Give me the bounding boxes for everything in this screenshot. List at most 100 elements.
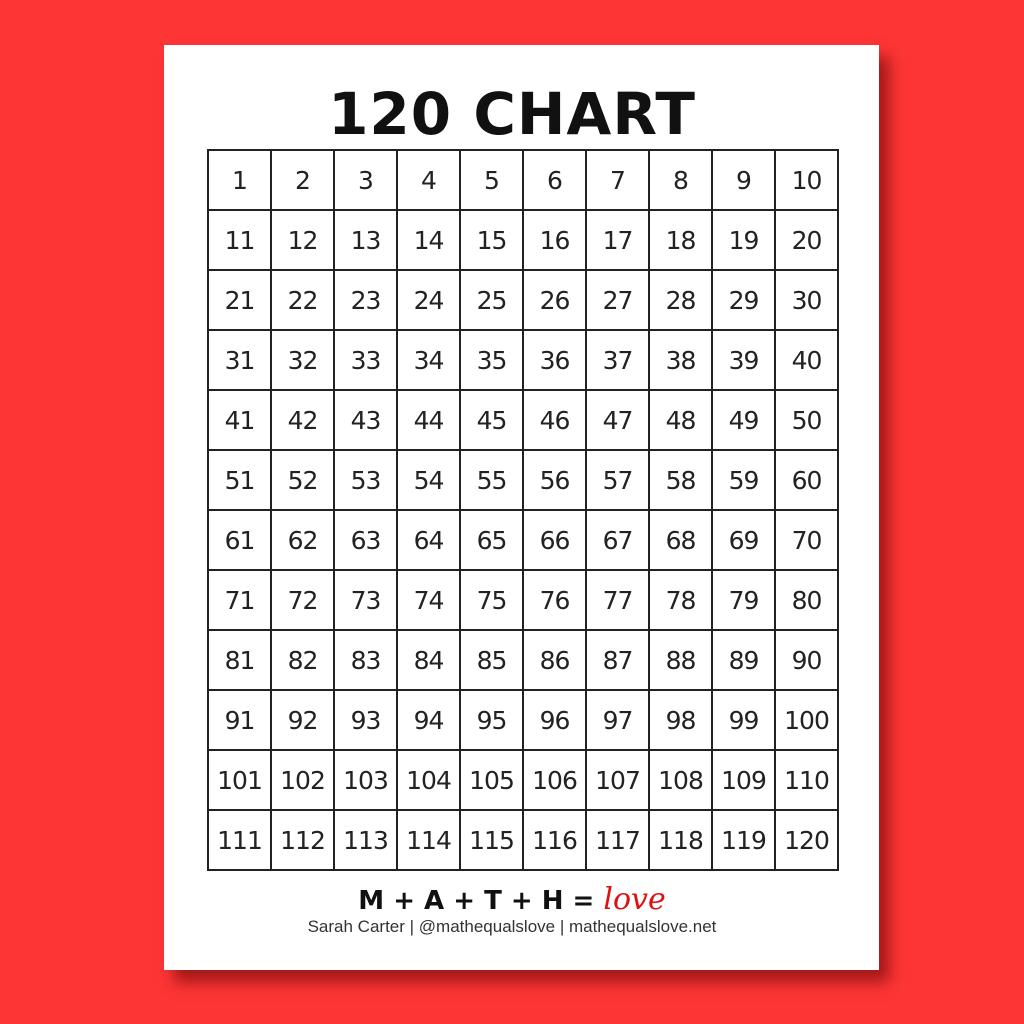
grid-cell: 68 [648, 509, 713, 571]
logo-love: love [603, 882, 666, 917]
grid-cell: 45 [459, 389, 524, 451]
grid-cell: 79 [711, 569, 776, 631]
grid-cell: 34 [396, 329, 461, 391]
grid-cell: 66 [522, 509, 587, 571]
grid-cell: 21 [207, 269, 272, 331]
grid-cell: 94 [396, 689, 461, 751]
grid-cell: 27 [585, 269, 650, 331]
grid-cell: 55 [459, 449, 524, 511]
grid-cell: 41 [207, 389, 272, 451]
grid-cell: 72 [270, 569, 335, 631]
grid-row: 11 12 13 14 15 16 17 18 19 20 [207, 209, 839, 271]
grid-cell: 118 [648, 809, 713, 871]
grid-cell: 24 [396, 269, 461, 331]
grid-cell: 57 [585, 449, 650, 511]
grid-cell: 33 [333, 329, 398, 391]
grid-row: 1 2 3 4 5 6 7 8 9 10 [207, 149, 839, 211]
grid-cell: 14 [396, 209, 461, 271]
grid-cell: 81 [207, 629, 272, 691]
grid-cell: 85 [459, 629, 524, 691]
grid-cell: 62 [270, 509, 335, 571]
grid-cell: 25 [459, 269, 524, 331]
grid-cell: 93 [333, 689, 398, 751]
grid-cell: 10 [774, 149, 839, 211]
grid-cell: 32 [270, 329, 335, 391]
grid-row: 71 72 73 74 75 76 77 78 79 80 [207, 569, 839, 631]
grid-cell: 78 [648, 569, 713, 631]
grid-row: 51 52 53 54 55 56 57 58 59 60 [207, 449, 839, 511]
grid-row: 111 112 113 114 115 116 117 118 119 120 [207, 809, 839, 871]
grid-cell: 59 [711, 449, 776, 511]
grid-cell: 115 [459, 809, 524, 871]
grid-cell: 40 [774, 329, 839, 391]
grid-cell: 44 [396, 389, 461, 451]
grid-cell: 86 [522, 629, 587, 691]
grid-cell: 114 [396, 809, 461, 871]
grid-cell: 42 [270, 389, 335, 451]
grid-cell: 31 [207, 329, 272, 391]
grid-cell: 71 [207, 569, 272, 631]
grid-cell: 117 [585, 809, 650, 871]
grid-cell: 111 [207, 809, 272, 871]
grid-cell: 65 [459, 509, 524, 571]
grid-cell: 97 [585, 689, 650, 751]
grid-cell: 36 [522, 329, 587, 391]
grid-cell: 58 [648, 449, 713, 511]
grid-cell: 61 [207, 509, 272, 571]
grid-cell: 46 [522, 389, 587, 451]
grid-cell: 73 [333, 569, 398, 631]
grid-cell: 49 [711, 389, 776, 451]
grid-cell: 11 [207, 209, 272, 271]
grid-cell: 89 [711, 629, 776, 691]
grid-cell: 74 [396, 569, 461, 631]
grid-cell: 108 [648, 749, 713, 811]
grid-cell: 26 [522, 269, 587, 331]
grid-row: 91 92 93 94 95 96 97 98 99 100 [207, 689, 839, 751]
grid-cell: 112 [270, 809, 335, 871]
grid-cell: 104 [396, 749, 461, 811]
grid-cell: 105 [459, 749, 524, 811]
grid-cell: 29 [711, 269, 776, 331]
page-title: 120 CHART [328, 80, 696, 148]
grid-cell: 17 [585, 209, 650, 271]
grid-cell: 1 [207, 149, 272, 211]
grid-cell: 28 [648, 269, 713, 331]
grid-cell: 63 [333, 509, 398, 571]
grid-cell: 95 [459, 689, 524, 751]
grid-cell: 52 [270, 449, 335, 511]
grid-cell: 106 [522, 749, 587, 811]
grid-cell: 98 [648, 689, 713, 751]
grid-cell: 107 [585, 749, 650, 811]
grid-cell: 120 [774, 809, 839, 871]
grid-cell: 37 [585, 329, 650, 391]
grid-cell: 20 [774, 209, 839, 271]
grid-cell: 19 [711, 209, 776, 271]
grid-cell: 39 [711, 329, 776, 391]
grid-cell: 109 [711, 749, 776, 811]
grid-cell: 110 [774, 749, 839, 811]
grid-cell: 18 [648, 209, 713, 271]
grid-cell: 7 [585, 149, 650, 211]
grid-cell: 48 [648, 389, 713, 451]
grid-cell: 113 [333, 809, 398, 871]
grid-cell: 101 [207, 749, 272, 811]
grid-cell: 51 [207, 449, 272, 511]
credit-line: Sarah Carter | @mathequalslove | mathequ… [307, 917, 717, 936]
grid-cell: 35 [459, 329, 524, 391]
grid-cell: 6 [522, 149, 587, 211]
grid-row: 21 22 23 24 25 26 27 28 29 30 [207, 269, 839, 331]
grid-cell: 99 [711, 689, 776, 751]
grid-cell: 3 [333, 149, 398, 211]
grid-cell: 64 [396, 509, 461, 571]
grid-cell: 54 [396, 449, 461, 511]
grid-cell: 69 [711, 509, 776, 571]
grid-cell: 83 [333, 629, 398, 691]
grid-cell: 67 [585, 509, 650, 571]
grid-cell: 12 [270, 209, 335, 271]
grid-cell: 75 [459, 569, 524, 631]
grid-cell: 87 [585, 629, 650, 691]
grid-cell: 38 [648, 329, 713, 391]
grid-cell: 56 [522, 449, 587, 511]
grid-cell: 76 [522, 569, 587, 631]
grid-cell: 84 [396, 629, 461, 691]
